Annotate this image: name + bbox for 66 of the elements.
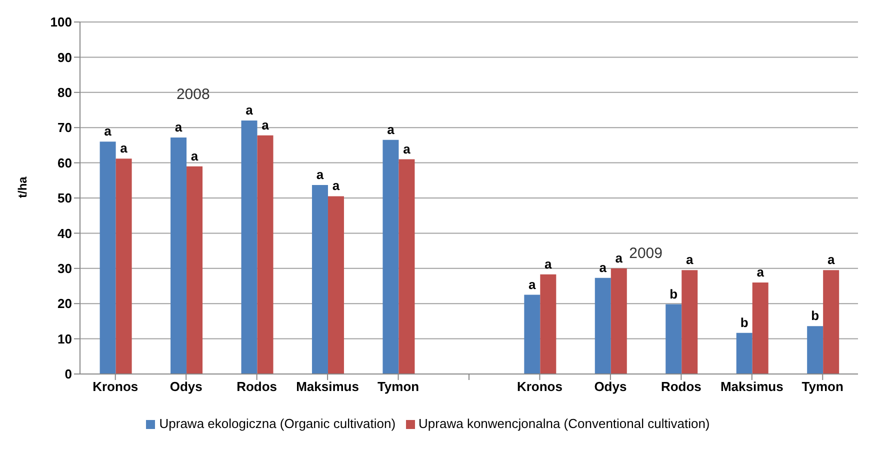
x-tick-label: Kronos	[92, 379, 138, 394]
data-label: a	[403, 141, 412, 156]
bar	[100, 142, 116, 374]
y-tick-label: 90	[58, 50, 72, 65]
bar	[257, 135, 274, 374]
data-label: a	[332, 178, 340, 194]
x-tick-label: Tymon	[802, 379, 844, 394]
bar	[116, 158, 132, 374]
data-label: a	[262, 117, 270, 132]
bar	[382, 140, 399, 374]
x-tick-label: Rodos	[236, 379, 278, 394]
y-tick-label: 70	[58, 120, 72, 136]
annotation: 2009	[629, 244, 662, 262]
bar	[186, 166, 203, 374]
bar	[328, 196, 344, 374]
x-tick-label: Odys	[594, 379, 627, 394]
bar	[540, 274, 556, 374]
y-tick-label: 30	[58, 261, 72, 276]
x-tick-label: Kronos	[516, 379, 562, 394]
data-label: a	[615, 250, 624, 266]
data-label: a	[387, 122, 396, 137]
y-axis-title: t/ha	[15, 176, 30, 198]
x-tick-label: Maksimus	[720, 379, 784, 394]
data-label: a	[599, 260, 608, 275]
x-tick-label: Odys	[170, 379, 202, 394]
data-label: a	[190, 148, 199, 164]
data-label: a	[174, 119, 183, 134]
bar	[312, 184, 328, 374]
bar	[823, 270, 840, 374]
data-label: a	[756, 264, 765, 280]
bar	[752, 282, 768, 374]
x-tick-label: Tymon	[377, 379, 420, 394]
data-label: a	[246, 102, 254, 118]
data-label: a	[104, 124, 112, 139]
data-label: a	[544, 256, 553, 272]
data-label: a	[686, 252, 694, 268]
x-tick-label: Maksimus	[296, 379, 359, 394]
legend-label: Uprawa konwencjonalna (Conventional cultivation)	[418, 416, 710, 431]
y-tick-label: 20	[58, 296, 72, 312]
bar	[682, 270, 698, 374]
annotation: 2008	[176, 86, 210, 103]
y-tick-label: 10	[58, 331, 72, 346]
data-label: a	[120, 140, 128, 156]
y-tick-label: 60	[58, 155, 72, 170]
data-label: a	[316, 166, 324, 182]
bar	[398, 159, 415, 374]
y-tick-label: 40	[58, 226, 72, 241]
bar	[524, 294, 540, 374]
data-label: a	[528, 276, 537, 292]
data-label: b	[670, 286, 678, 302]
bar	[241, 120, 258, 374]
data-label: b	[811, 308, 820, 324]
bar	[666, 304, 682, 374]
bar	[594, 278, 611, 374]
data-label: b	[740, 314, 748, 330]
y-tick-label: 80	[58, 85, 72, 100]
y-tick-label: 100	[50, 14, 72, 30]
data-label: a	[827, 252, 836, 268]
bar	[807, 326, 824, 374]
x-tick-label: Rodos	[660, 379, 702, 394]
legend-label: Uprawa ekologiczna (Organic cultivation)	[159, 416, 396, 431]
y-tick-label: 50	[58, 190, 72, 206]
y-tick-label: 0	[64, 366, 72, 382]
bar	[170, 137, 187, 374]
bar	[610, 268, 627, 374]
bar	[736, 332, 752, 374]
